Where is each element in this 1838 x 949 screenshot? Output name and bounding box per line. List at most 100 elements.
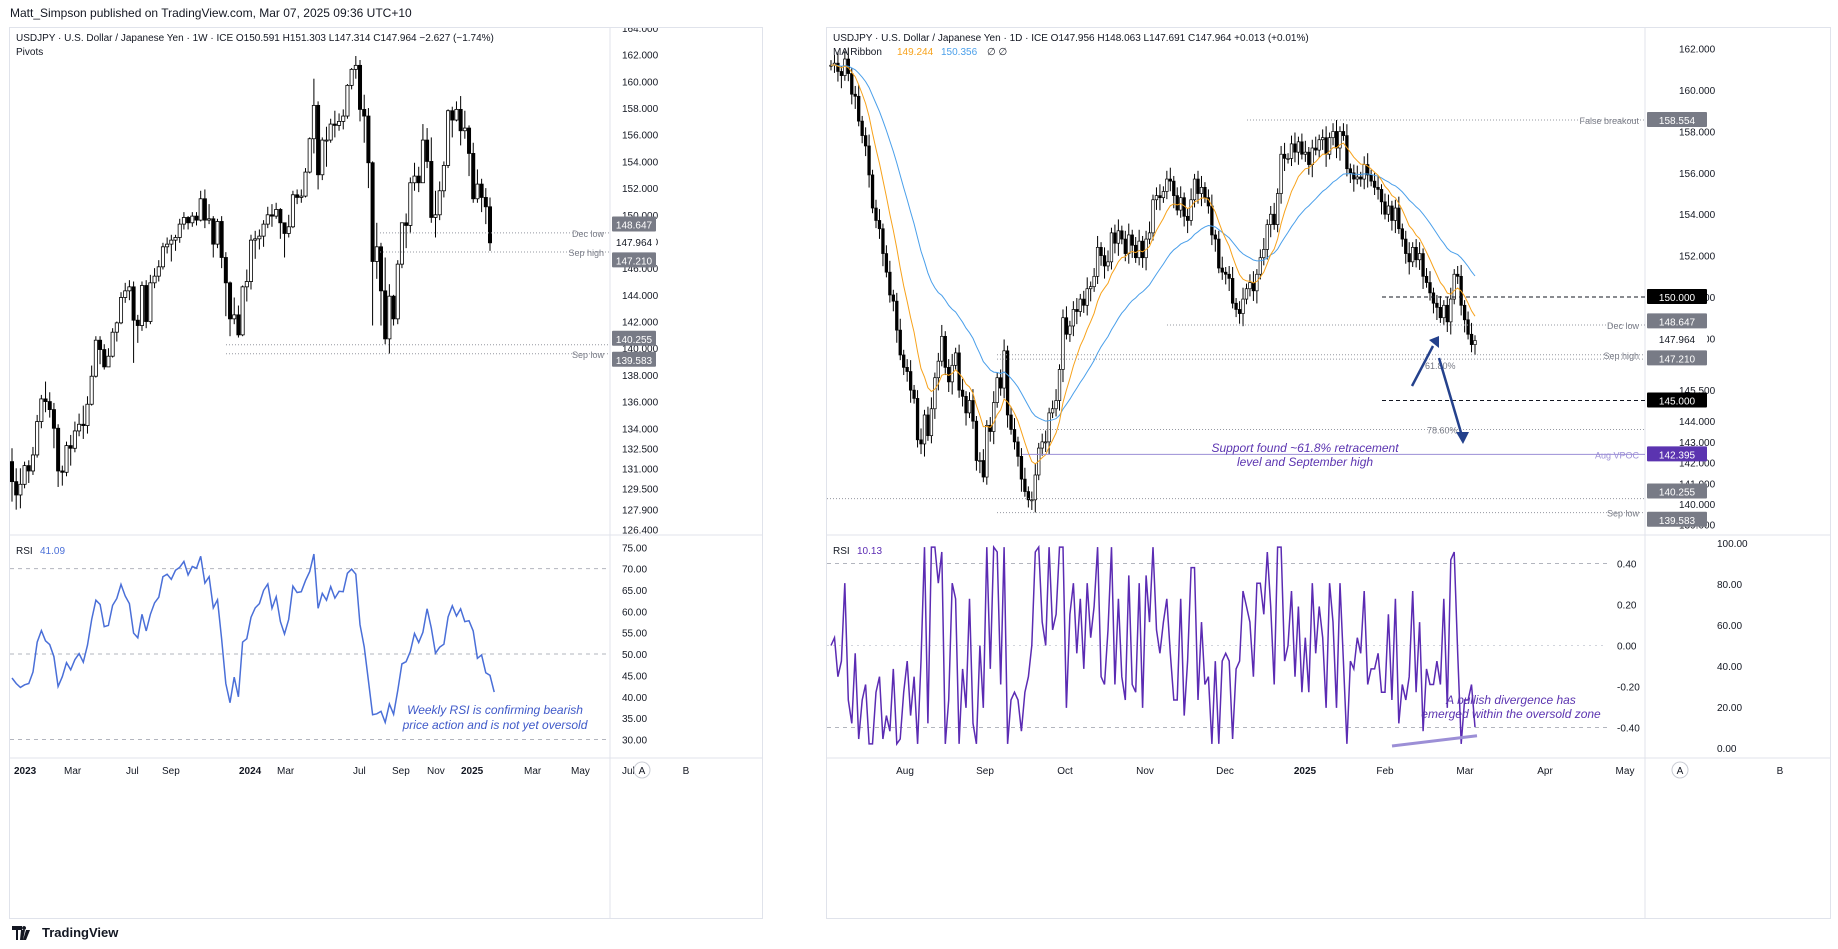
daily-candle xyxy=(1050,408,1055,414)
daily-time-tick: May xyxy=(1616,766,1635,777)
daily-candle xyxy=(1473,340,1477,345)
daily-rsi-inner-tick: 0.40 xyxy=(1617,560,1637,571)
daily-candle xyxy=(936,360,940,379)
weekly-price-tick: 160.000 xyxy=(622,77,659,88)
weekly-price-tick: 164.000 xyxy=(622,28,659,35)
daily-candle xyxy=(1244,288,1249,300)
weekly-price-tick: 134.000 xyxy=(622,424,659,435)
daily-candle xyxy=(888,271,892,296)
daily-candle xyxy=(1272,213,1276,225)
daily-price-tag-bg xyxy=(1647,392,1707,408)
weekly-corner-a-ring xyxy=(633,761,651,779)
weekly-candle xyxy=(232,314,237,320)
daily-time-tick: Apr xyxy=(1537,766,1553,777)
daily-corner-a: A xyxy=(1677,766,1684,777)
daily-candle xyxy=(1428,282,1432,294)
daily-ribbon-label: MA Ribbon xyxy=(833,47,882,58)
weekly-time-tick: May xyxy=(571,766,590,777)
weekly-time-tick: Mar xyxy=(64,766,82,777)
weekly-candle xyxy=(404,222,409,226)
weekly-candle xyxy=(299,195,304,198)
weekly-corner-b: B xyxy=(683,766,690,777)
weekly-candle xyxy=(81,423,86,426)
weekly-chart-pane[interactable]: 164.000 162.000 160.000 158.000 156.000 154.0… xyxy=(9,24,763,919)
daily-candle xyxy=(1234,302,1238,310)
weekly-candle xyxy=(236,314,241,336)
daily-candle xyxy=(863,135,868,147)
daily-candle xyxy=(1044,441,1048,444)
weekly-time-tick: 2025 xyxy=(461,766,484,777)
weekly-candle xyxy=(269,214,274,217)
daily-candle xyxy=(1227,273,1231,279)
weekly-candle xyxy=(311,104,316,140)
daily-candle xyxy=(974,420,979,461)
daily-candle xyxy=(1424,275,1429,283)
daily-title: USDJPY · U.S. Dollar / Japanese Yen · 1D… xyxy=(833,33,1309,44)
daily-candle xyxy=(1466,319,1470,335)
daily-chart-svg[interactable]: 162.000 160.000 158.000 156.000 154.000 152.0… xyxy=(827,28,1830,918)
tradingview-logo[interactable]: TradingView xyxy=(12,925,118,940)
weekly-candle xyxy=(211,218,216,245)
weekly-candle xyxy=(467,127,472,154)
weekly-chart-svg[interactable]: 164.000 162.000 160.000 158.000 156.000 154.0… xyxy=(9,24,762,918)
daily-candle xyxy=(1411,247,1415,263)
weekly-price-tag: 148.647 xyxy=(616,220,653,231)
daily-candle xyxy=(1116,230,1121,244)
weekly-price-tick: 152.000 xyxy=(622,184,659,195)
daily-candle xyxy=(1023,478,1027,492)
daily-candle xyxy=(1095,247,1100,277)
daily-candle xyxy=(915,398,920,441)
daily-candle xyxy=(933,377,937,410)
daily-time-tick: Aug xyxy=(896,766,914,777)
weekly-candle xyxy=(446,110,451,166)
publisher-text: Matt_Simpson published on TradingView.co… xyxy=(10,6,412,20)
weekly-candle xyxy=(483,197,488,208)
weekly-candle xyxy=(194,215,199,221)
daily-candle xyxy=(1393,207,1398,221)
daily-candle xyxy=(1255,273,1259,292)
daily-candle xyxy=(1338,131,1342,149)
daily-ribbon-empty-values: ∅ ∅ xyxy=(987,47,1007,58)
weekly-candle xyxy=(135,319,140,326)
weekly-candle xyxy=(215,221,220,245)
daily-candle xyxy=(1068,325,1072,335)
daily-candle xyxy=(1016,441,1020,457)
weekly-candle xyxy=(433,214,438,218)
weekly-candle xyxy=(181,217,186,225)
weekly-candle xyxy=(399,222,404,265)
daily-candle xyxy=(1469,333,1474,345)
daily-time-tick: Dec xyxy=(1216,766,1234,777)
daily-price-tick: 156.000 xyxy=(1679,169,1716,180)
daily-candle xyxy=(1383,201,1387,215)
daily-candle xyxy=(857,95,861,122)
weekly-candle xyxy=(487,206,492,244)
daily-candle xyxy=(1005,350,1010,416)
daily-price-tag: 148.647 xyxy=(1659,317,1696,328)
daily-chart-pane[interactable]: 162.000 160.000 158.000 156.000 154.000 152.0… xyxy=(826,27,1831,919)
daily-candle xyxy=(1456,273,1460,277)
daily-candle xyxy=(1158,195,1162,199)
daily-level-label: Dec low xyxy=(1607,321,1640,331)
weekly-candle xyxy=(228,282,233,320)
weekly-candle xyxy=(391,295,396,320)
weekly-rsi-tick: 55.00 xyxy=(622,629,647,640)
daily-candle xyxy=(1196,178,1200,194)
weekly-time-tick: Mar xyxy=(524,766,542,777)
daily-price-tag-bg xyxy=(1647,483,1707,499)
weekly-candle xyxy=(324,139,329,142)
daily-price-tag-bg xyxy=(1647,446,1707,462)
weekly-time-tick: 2023 xyxy=(14,766,37,777)
weekly-candle xyxy=(328,123,333,141)
weekly-price-tick: 150.000 xyxy=(622,211,659,222)
daily-candle xyxy=(1230,278,1235,304)
daily-time-tick: Feb xyxy=(1376,766,1394,777)
daily-rsi-tick: 100.00 xyxy=(1717,539,1748,550)
weekly-level-label: Sep high xyxy=(568,248,604,258)
daily-candle xyxy=(957,352,961,391)
weekly-candle xyxy=(345,84,350,117)
daily-rsi-inner-tick: -0.40 xyxy=(1617,724,1640,735)
daily-price-tag-bg xyxy=(1647,350,1707,366)
daily-candle xyxy=(1120,230,1124,240)
weekly-candle xyxy=(85,403,90,426)
weekly-candle xyxy=(387,295,392,340)
